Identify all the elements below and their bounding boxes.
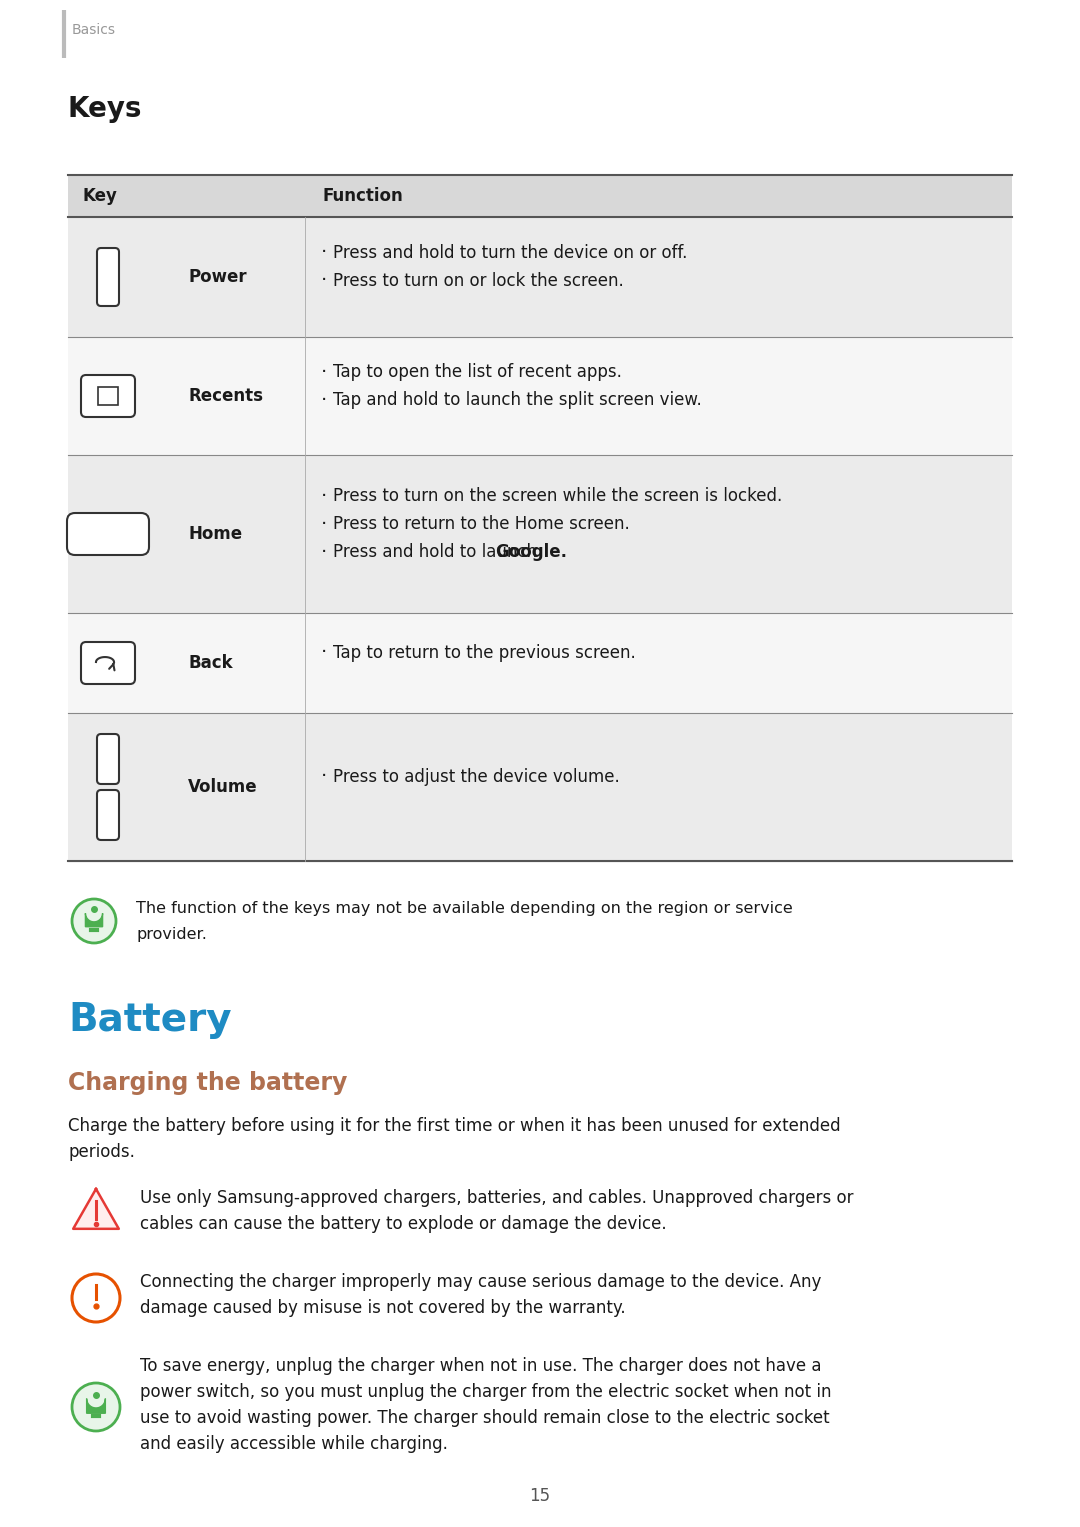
Bar (68, 455, 1012, 612)
FancyBboxPatch shape (81, 641, 135, 684)
Text: ·: · (321, 768, 327, 786)
Text: ·: · (321, 391, 327, 409)
Bar (68, 217, 1012, 337)
Text: To save energy, unplug the charger when not in use. The charger does not have a: To save energy, unplug the charger when … (140, 1358, 822, 1374)
Text: Power: Power (188, 269, 246, 286)
FancyBboxPatch shape (67, 513, 149, 554)
Text: Connecting the charger improperly may cause serious damage to the device. Any: Connecting the charger improperly may ca… (140, 1274, 822, 1290)
Text: Home: Home (188, 525, 242, 544)
Bar (68, 176, 1012, 217)
Bar (68, 612, 1012, 713)
Bar (68, 337, 1012, 455)
Text: provider.: provider. (136, 927, 207, 942)
Text: Press to turn on the screen while the screen is locked.: Press to turn on the screen while the sc… (333, 487, 782, 505)
Text: Google.: Google. (496, 544, 567, 560)
Text: periods.: periods. (68, 1144, 135, 1161)
FancyBboxPatch shape (97, 734, 119, 783)
FancyBboxPatch shape (98, 386, 118, 405)
Text: Use only Samsung-approved chargers, batteries, and cables. Unapproved chargers o: Use only Samsung-approved chargers, batt… (140, 1190, 853, 1206)
Text: Back: Back (188, 654, 232, 672)
Text: Key: Key (82, 186, 117, 205)
Text: Basics: Basics (72, 23, 116, 37)
Text: Press to turn on or lock the screen.: Press to turn on or lock the screen. (333, 272, 624, 290)
Text: Tap to return to the previous screen.: Tap to return to the previous screen. (333, 644, 636, 663)
Text: Battery: Battery (68, 1002, 231, 1038)
Text: ·: · (321, 243, 327, 263)
Text: power switch, so you must unplug the charger from the electric socket when not i: power switch, so you must unplug the cha… (140, 1383, 832, 1400)
Text: Charge the battery before using it for the first time or when it has been unused: Charge the battery before using it for t… (68, 1116, 840, 1135)
Text: Press and hold to turn the device on or off.: Press and hold to turn the device on or … (333, 244, 687, 263)
Text: The function of the keys may not be available depending on the region or service: The function of the keys may not be avai… (136, 901, 793, 916)
Text: use to avoid wasting power. The charger should remain close to the electric sock: use to avoid wasting power. The charger … (140, 1409, 829, 1428)
Bar (68, 713, 1012, 861)
Text: and easily accessible while charging.: and easily accessible while charging. (140, 1435, 448, 1454)
Text: Charging the battery: Charging the battery (68, 1070, 348, 1095)
Text: Recents: Recents (188, 386, 264, 405)
Text: 15: 15 (529, 1487, 551, 1506)
FancyBboxPatch shape (97, 789, 119, 840)
Text: Tap and hold to launch the split screen view.: Tap and hold to launch the split screen … (333, 391, 702, 409)
Circle shape (72, 899, 116, 944)
Text: Press and hold to launch: Press and hold to launch (333, 544, 542, 560)
Polygon shape (73, 1190, 119, 1229)
FancyBboxPatch shape (97, 247, 119, 305)
Text: damage caused by misuse is not covered by the warranty.: damage caused by misuse is not covered b… (140, 1299, 625, 1316)
Text: Keys: Keys (68, 95, 143, 124)
Text: ·: · (321, 272, 327, 290)
Polygon shape (85, 913, 103, 927)
Polygon shape (86, 1399, 106, 1414)
Text: Function: Function (323, 186, 404, 205)
Circle shape (72, 1383, 120, 1431)
Text: Tap to open the list of recent apps.: Tap to open the list of recent apps. (333, 363, 622, 382)
Text: ·: · (321, 487, 327, 505)
Text: ·: · (321, 643, 327, 663)
FancyBboxPatch shape (81, 376, 135, 417)
Text: cables can cause the battery to explode or damage the device.: cables can cause the battery to explode … (140, 1215, 666, 1232)
Text: ·: · (321, 515, 327, 533)
Text: Volume: Volume (188, 777, 258, 796)
Text: ·: · (321, 362, 327, 382)
Text: Press to return to the Home screen.: Press to return to the Home screen. (333, 515, 630, 533)
Text: Press to adjust the device volume.: Press to adjust the device volume. (333, 768, 620, 786)
Text: ·: · (321, 542, 327, 562)
